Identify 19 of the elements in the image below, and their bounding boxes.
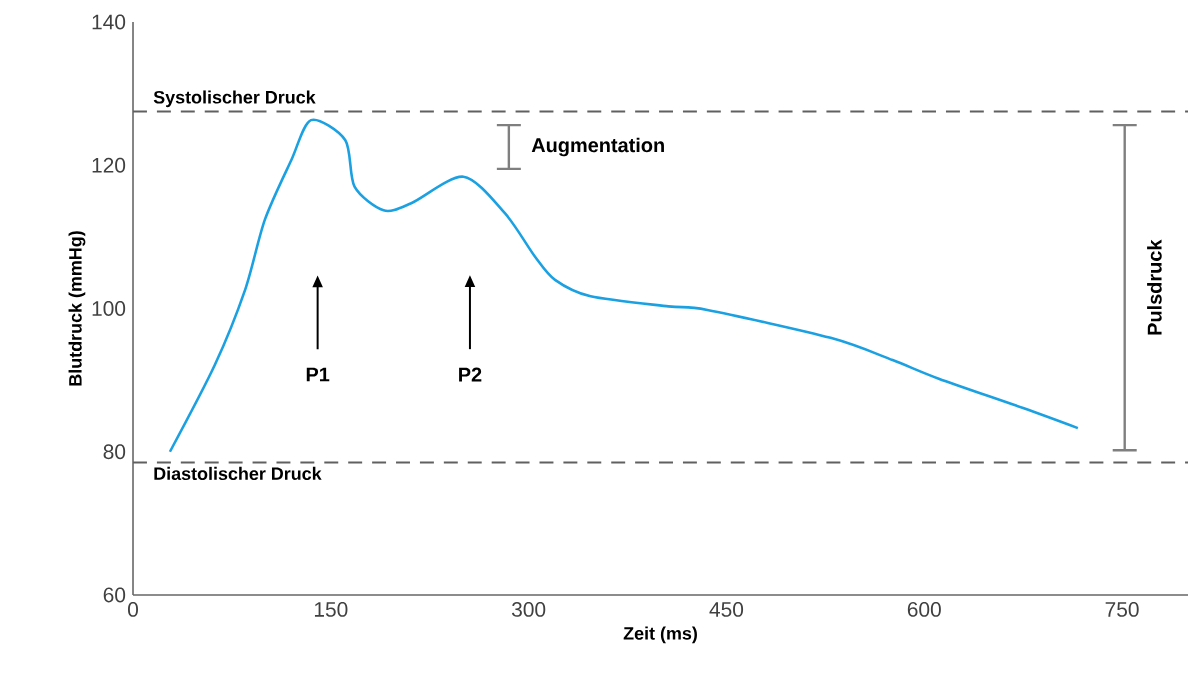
x-tick-label: 450 <box>709 602 744 617</box>
annotation: Augmentation <box>531 137 664 157</box>
y-axis-title: Blutdruck (mmHg) <box>68 231 86 386</box>
y-tick-label: 120 <box>92 157 126 173</box>
x-tick-label: 600 <box>907 602 941 617</box>
ref-line-label: Diastolischer Druck <box>154 466 322 481</box>
x-axis-title: Zeit (ms) <box>623 626 697 644</box>
x-tick-label: 0 <box>128 602 138 617</box>
y-tick-label: 60 <box>103 587 126 603</box>
x-tick-label: 300 <box>511 602 546 617</box>
y-tick-label: 140 <box>92 14 126 30</box>
ref-line-label: Systolischer Druck <box>153 90 316 108</box>
annotation: P2 <box>459 367 482 382</box>
y-tick-label: 100 <box>92 301 126 316</box>
annotation: P1 <box>306 367 330 382</box>
x-tick-label: 750 <box>1105 602 1139 617</box>
y-tick-label: 80 <box>103 444 126 460</box>
x-tick-label: 150 <box>314 602 348 617</box>
annotation: Pulsdruck <box>1147 239 1162 335</box>
